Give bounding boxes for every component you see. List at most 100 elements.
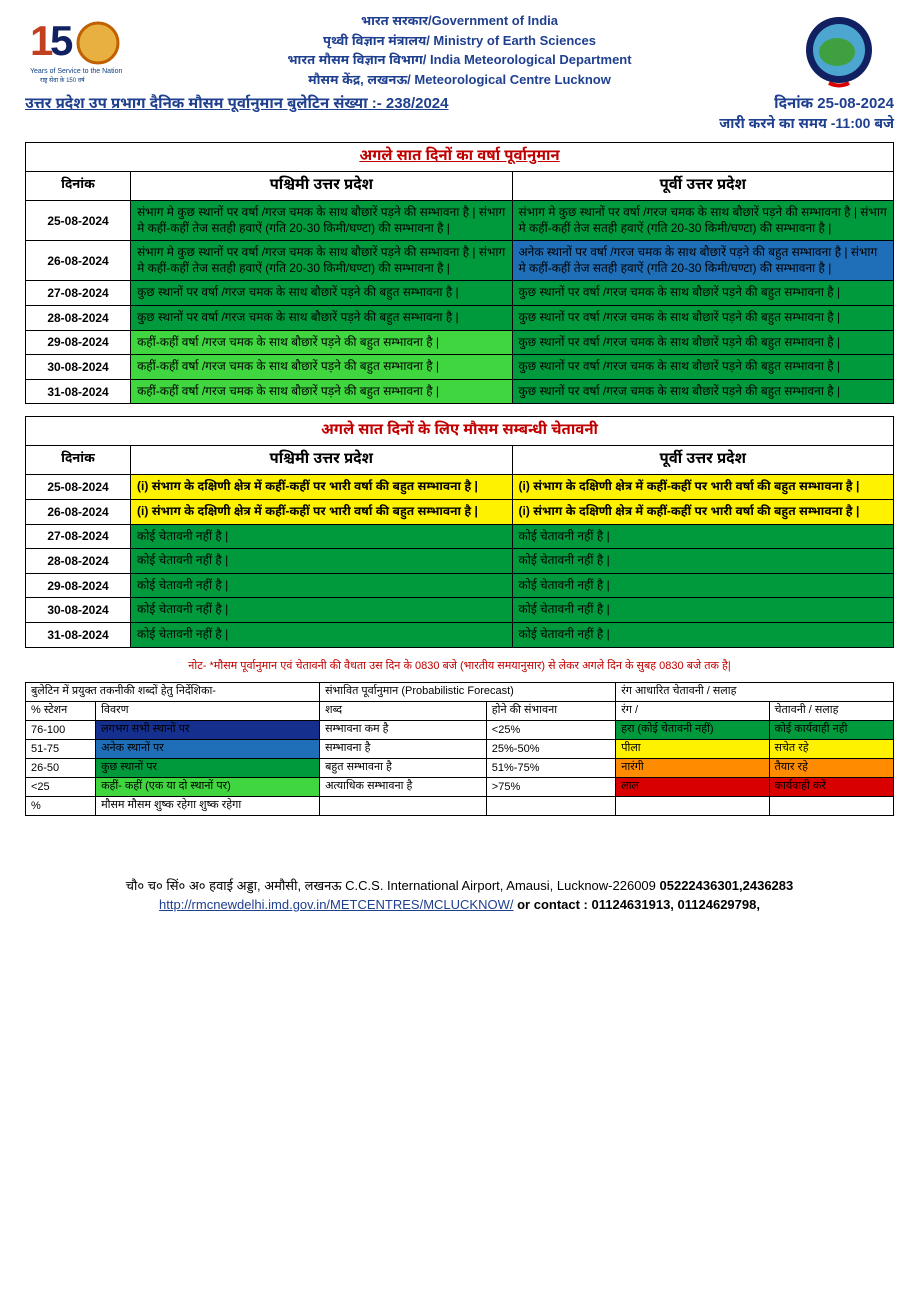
legend-pct: <25 — [26, 777, 96, 796]
east-up-warning-cell: कोई चेतावनी नहीं है | — [512, 573, 894, 598]
legend-row: 51-75 अनेक स्थानों पर सम्भावना है 25%-50… — [26, 739, 894, 758]
table2-title: अगले सात दिनों के लिए मौसम सम्बन्धी चेता… — [26, 417, 894, 446]
table-row: 26-08-2024 संभाग मे कुछ स्थानों पर वर्षा… — [26, 241, 894, 281]
east-up-cell: संभाग मे कुछ स्थानों पर वर्षा /गरज चमक क… — [512, 201, 893, 241]
legend-color: नारंगी — [616, 758, 769, 777]
west-up-warning-cell: कोई चेतावनी नहीं है | — [131, 573, 512, 598]
table1-title: अगले सात दिनों का वर्षा पूर्वानुमान — [26, 143, 894, 172]
table-row: 25-08-2024 (i) संभाग के दक्षिणी क्षेत्र … — [26, 475, 894, 500]
date-cell: 27-08-2024 — [26, 281, 131, 306]
bulletin-date: दिनांक 25-08-2024 — [774, 95, 894, 115]
table-row: 27-08-2024 कुछ स्थानों पर वर्षा /गरज चमक… — [26, 281, 894, 306]
date-cell: 29-08-2024 — [26, 573, 131, 598]
east-up-warning-cell: कोई चेतावनी नहीं है | — [512, 622, 894, 647]
legend-row: 76-100 लगभग सभी स्थानों पर सम्भावना कम ह… — [26, 720, 894, 739]
bulletin-title: उत्तर प्रदेश उप प्रभाग दैनिक मौसम पूर्वा… — [25, 95, 449, 115]
east-up-warning-cell: कोई चेतावनी नहीं है | — [512, 524, 894, 549]
footer-phone1: 05222436301,2436283 — [660, 878, 794, 893]
table2-head-west: पश्चिमी उत्तर प्रदेश — [131, 446, 512, 475]
table-row: 29-08-2024 कहीं-कहीं वर्षा /गरज चमक के स… — [26, 330, 894, 355]
table1-head-east: पूर्वी उत्तर प्रदेश — [512, 172, 893, 201]
table-row: 25-08-2024 संभाग मे कुछ स्थानों पर वर्षा… — [26, 201, 894, 241]
table-row: 28-08-2024 कोई चेतावनी नहीं है | कोई चेत… — [26, 549, 894, 574]
footer-address: चौ० च० सिं० अ० हवाई अड्डा, अमौसी, लखनऊ C… — [126, 878, 660, 893]
svg-text:Years of Service to the Nation: Years of Service to the Nation — [30, 68, 122, 75]
footer-url[interactable]: http://rmcnewdelhi.imd.gov.in/METCENTRES… — [159, 897, 513, 912]
legend-row: <25 कहीं- कहीं (एक या दो स्थानों पर) अत्… — [26, 777, 894, 796]
legend-prob: 25%-50% — [486, 739, 615, 758]
west-up-cell: कहीं-कहीं वर्षा /गरज चमक के साथ बौछारें … — [131, 330, 512, 355]
govt-line1: भारत सरकार/Government of India — [287, 11, 631, 31]
footer: चौ० च० सिं० अ० हवाई अड्डा, अमौसी, लखनऊ C… — [25, 876, 894, 915]
table1-head-west: पश्चिमी उत्तर प्रदेश — [131, 172, 512, 201]
header-row: 1 5 Years of Service to the Nation राष्ट… — [25, 10, 894, 90]
east-up-warning-cell: (i) संभाग के दक्षिणी क्षेत्र में कहीं-कह… — [512, 499, 894, 524]
legend-pct: 76-100 — [26, 720, 96, 739]
govt-line3: भारत मौसम विज्ञान विभाग/ India Meteorolo… — [287, 50, 631, 70]
legend-desc: लगभग सभी स्थानों पर — [96, 720, 320, 739]
west-up-warning-cell: कोई चेतावनी नहीं है | — [131, 524, 512, 549]
legend-color: पीला — [616, 739, 769, 758]
legend-color: हरा (कोई चेतावनी नहीं) — [616, 720, 769, 739]
legend-word: सम्भावना कम है — [320, 720, 487, 739]
table-row: 30-08-2024 कोई चेतावनी नहीं है | कोई चेत… — [26, 598, 894, 623]
table-row: 27-08-2024 कोई चेतावनी नहीं है | कोई चेत… — [26, 524, 894, 549]
date-cell: 29-08-2024 — [26, 330, 131, 355]
east-up-cell: अनेक स्थानों पर वर्षा /गरज चमक के साथ बौ… — [512, 241, 893, 281]
legend-word — [320, 796, 487, 815]
date-cell: 25-08-2024 — [26, 475, 131, 500]
east-up-warning-cell: (i) संभाग के दक्षिणी क्षेत्र में कहीं-कह… — [512, 475, 894, 500]
west-up-cell: कुछ स्थानों पर वर्षा /गरज चमक के साथ बौछ… — [131, 281, 512, 306]
legend-prob: <25% — [486, 720, 615, 739]
west-up-cell: संभाग मे कुछ स्थानों पर वर्षा /गरज चमक क… — [131, 241, 512, 281]
date-cell: 28-08-2024 — [26, 549, 131, 574]
west-up-warning-cell: कोई चेतावनी नहीं है | — [131, 598, 512, 623]
issue-time: जारी करने का समय -11:00 बजे — [25, 115, 894, 134]
legend-action: सचेत रहे — [769, 739, 893, 758]
west-up-warning-cell: (i) संभाग के दक्षिणी क्षेत्र में कहीं-कह… — [131, 475, 512, 500]
west-up-cell: कहीं-कहीं वर्षा /गरज चमक के साथ बौछारें … — [131, 379, 512, 404]
legend-prob: >75% — [486, 777, 615, 796]
legend-desc: कुछ स्थानों पर — [96, 758, 320, 777]
table1-head-date: दिनांक — [26, 172, 131, 201]
legend-sub-4: होने की संभावना — [486, 701, 615, 720]
rain-forecast-table: अगले सात दिनों का वर्षा पूर्वानुमान दिना… — [25, 142, 894, 404]
legend-action: कोई कार्यवाही नही — [769, 720, 893, 739]
date-cell: 26-08-2024 — [26, 499, 131, 524]
legend-action — [769, 796, 893, 815]
legend-word: बहुत सम्भावना है — [320, 758, 487, 777]
legend-pct: 51-75 — [26, 739, 96, 758]
west-up-warning-cell: कोई चेतावनी नहीं है | — [131, 549, 512, 574]
date-cell: 27-08-2024 — [26, 524, 131, 549]
svg-text:राष्ट्र सेवा के 150 वर्ष: राष्ट्र सेवा के 150 वर्ष — [40, 76, 86, 84]
east-up-cell: कुछ स्थानों पर वर्षा /गरज चमक के साथ बौछ… — [512, 355, 893, 380]
east-up-warning-cell: कोई चेतावनी नहीं है | — [512, 598, 894, 623]
table-row: 26-08-2024 (i) संभाग के दक्षिणी क्षेत्र … — [26, 499, 894, 524]
legend-pct: % — [26, 796, 96, 815]
west-up-cell: संभाग मे कुछ स्थानों पर वर्षा /गरज चमक क… — [131, 201, 512, 241]
legend-word: सम्भावना है — [320, 739, 487, 758]
west-up-warning-cell: (i) संभाग के दक्षिणी क्षेत्र में कहीं-कह… — [131, 499, 512, 524]
govt-line4: मौसम केंद्र, लखनऊ/ Meteorological Centre… — [287, 70, 631, 90]
date-cell: 28-08-2024 — [26, 305, 131, 330]
west-up-cell: कहीं-कहीं वर्षा /गरज चमक के साथ बौछारें … — [131, 355, 512, 380]
legend-row: % मौसम मौसम शुष्क रहेगा शुष्क रहेगा — [26, 796, 894, 815]
legend-prob — [486, 796, 615, 815]
table-row: 31-08-2024 कोई चेतावनी नहीं है | कोई चेत… — [26, 622, 894, 647]
east-up-warning-cell: कोई चेतावनी नहीं है | — [512, 549, 894, 574]
date-cell: 25-08-2024 — [26, 201, 131, 241]
bulletin-title-row: उत्तर प्रदेश उप प्रभाग दैनिक मौसम पूर्वा… — [25, 95, 894, 115]
legend-action: कार्यवाही करें — [769, 777, 893, 796]
svg-text:5: 5 — [50, 17, 73, 64]
legend-table: बुलेटिन में प्रयुक्त तकनीकी शब्दों हेतु … — [25, 682, 894, 816]
legend-desc: कहीं- कहीं (एक या दो स्थानों पर) — [96, 777, 320, 796]
legend-word: अत्याधिक सम्भावना है — [320, 777, 487, 796]
west-up-warning-cell: कोई चेतावनी नहीं है | — [131, 622, 512, 647]
legend-row: 26-50 कुछ स्थानों पर बहुत सम्भावना है 51… — [26, 758, 894, 777]
date-cell: 31-08-2024 — [26, 379, 131, 404]
legend-head-mid: संभावित पूर्वानुमान (Probabilistic Forec… — [320, 682, 616, 701]
legend-head-right: रंग आधारित चेतावनी / सलाह — [616, 682, 894, 701]
legend-head-left: बुलेटिन में प्रयुक्त तकनीकी शब्दों हेतु … — [26, 682, 320, 701]
legend-pct: 26-50 — [26, 758, 96, 777]
table2-head-east: पूर्वी उत्तर प्रदेश — [512, 446, 894, 475]
